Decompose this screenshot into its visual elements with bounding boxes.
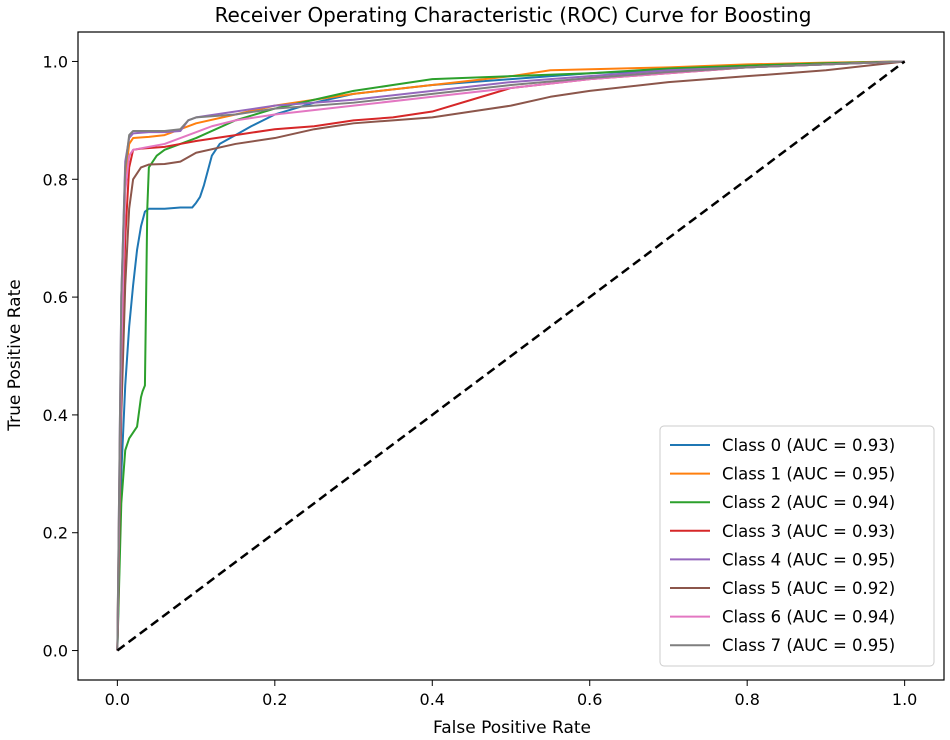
y-tick-label: 1.0 [43, 52, 68, 71]
y-tick-label: 0.0 [43, 642, 68, 661]
y-tick-label: 0.6 [43, 288, 68, 307]
roc-line-class-0 [116, 60, 905, 651]
legend-box [659, 425, 935, 667]
y-axis-label: True Positive Rate [5, 279, 25, 431]
roc-line-class-6 [116, 60, 905, 651]
y-tick-label: 0.4 [43, 406, 68, 425]
x-axis-label: False Positive Rate [433, 718, 591, 738]
legend-label: Class 1 (AUC = 0.95) [722, 465, 895, 484]
roc-line-class-7 [116, 60, 905, 651]
plot-area [116, 60, 906, 652]
legend-label: Class 6 (AUC = 0.94) [722, 608, 895, 627]
x-tick-label: 0.8 [734, 690, 759, 709]
x-tick-label: 0.2 [262, 690, 287, 709]
axes-frame [77, 31, 945, 681]
legend-label: Class 7 (AUC = 0.95) [722, 636, 895, 655]
y-tick-label: 0.2 [43, 524, 68, 543]
roc-line-class-5 [116, 60, 905, 651]
legend-label: Class 5 (AUC = 0.92) [722, 579, 895, 598]
chart-title: Receiver Operating Characteristic (ROC) … [215, 3, 812, 27]
x-tick-label: 0.4 [420, 690, 445, 709]
x-tick-label: 0.6 [577, 690, 602, 709]
chance-diagonal-line [116, 60, 906, 652]
y-tick-label: 0.8 [43, 170, 68, 189]
roc-line-class-2 [116, 60, 905, 651]
legend-label: Class 3 (AUC = 0.93) [722, 522, 895, 541]
x-tick-label: 1.0 [892, 690, 917, 709]
legend: Class 0 (AUC = 0.93) Class 1 (AUC = 0.95)… [659, 425, 935, 667]
legend-label: Class 4 (AUC = 0.95) [722, 550, 895, 569]
x-tick-label: 0.0 [105, 690, 130, 709]
legend-label: Class 2 (AUC = 0.94) [722, 493, 895, 512]
legend-label: Class 0 (AUC = 0.93) [722, 436, 895, 455]
axes: 0.0 0.2 0.4 0.6 0.8 1.0 0.0 0.2 0.4 0.6 0.8 1.0 [43, 31, 945, 709]
